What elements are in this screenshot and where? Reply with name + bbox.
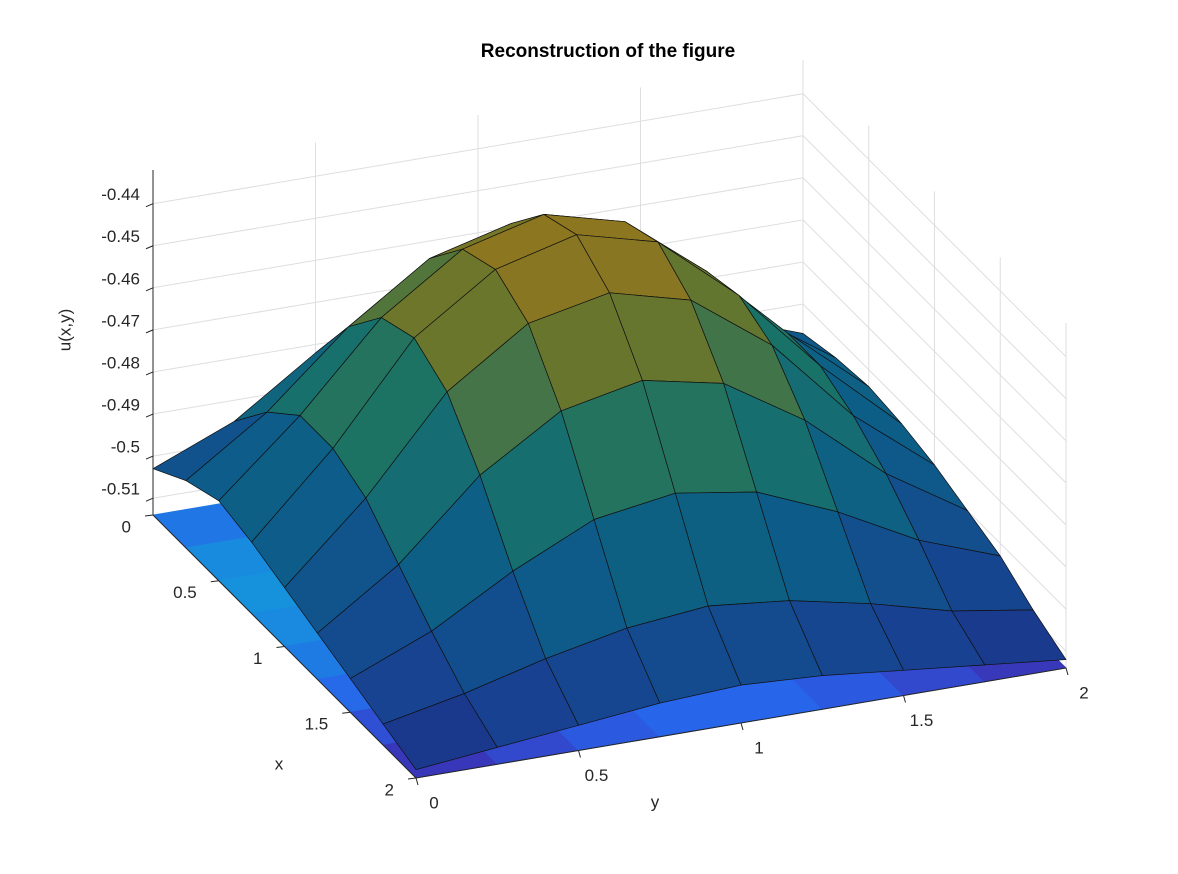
z-tick-label: -0.46 xyxy=(101,269,140,288)
z-tick xyxy=(145,413,154,418)
x-axis-label: x xyxy=(275,754,284,773)
z-tick-label: -0.48 xyxy=(101,353,140,372)
z-tick-label: -0.47 xyxy=(101,311,140,330)
y-tick xyxy=(1065,667,1069,676)
z-tick xyxy=(145,287,154,292)
y-tick-label: 1.5 xyxy=(910,711,934,730)
z-tick-label: -0.44 xyxy=(101,185,140,204)
z-tick xyxy=(145,245,154,250)
chart-title: Reconstruction of the figure xyxy=(481,41,735,62)
y-tick xyxy=(903,695,906,703)
z-tick xyxy=(145,497,154,502)
z-tick xyxy=(145,371,154,376)
y-axis-label: y xyxy=(651,792,660,811)
x-tick xyxy=(144,514,154,517)
y-tick xyxy=(578,750,581,758)
x-tick-label: 2 xyxy=(385,780,394,799)
y-tick-label: 0.5 xyxy=(585,766,609,785)
z-tick-label: -0.45 xyxy=(101,227,140,246)
z-tick-label: -0.49 xyxy=(101,396,140,415)
y-tick-label: 0 xyxy=(429,793,438,812)
x-tick xyxy=(342,711,351,714)
z-tick xyxy=(145,203,154,208)
surface-cell xyxy=(382,693,498,771)
y-tick xyxy=(415,777,419,786)
y-tick-label: 2 xyxy=(1079,683,1088,702)
x-tick-label: 1.5 xyxy=(305,715,329,734)
x-tick-label: 0.5 xyxy=(173,583,197,602)
x-tick xyxy=(276,646,285,648)
x-tick xyxy=(210,580,219,583)
z-tick-label: -0.5 xyxy=(111,438,140,457)
z-tick xyxy=(145,329,154,334)
x-tick-label: 0 xyxy=(122,517,131,536)
y-tick xyxy=(740,722,744,731)
z-axis-label: u(x,y) xyxy=(55,309,74,352)
y-tick-label: 1 xyxy=(754,738,763,757)
x-tick-label: 1 xyxy=(253,649,262,668)
z-tick-label: -0.51 xyxy=(101,480,140,499)
x-tick xyxy=(407,777,417,780)
z-tick xyxy=(145,455,154,460)
